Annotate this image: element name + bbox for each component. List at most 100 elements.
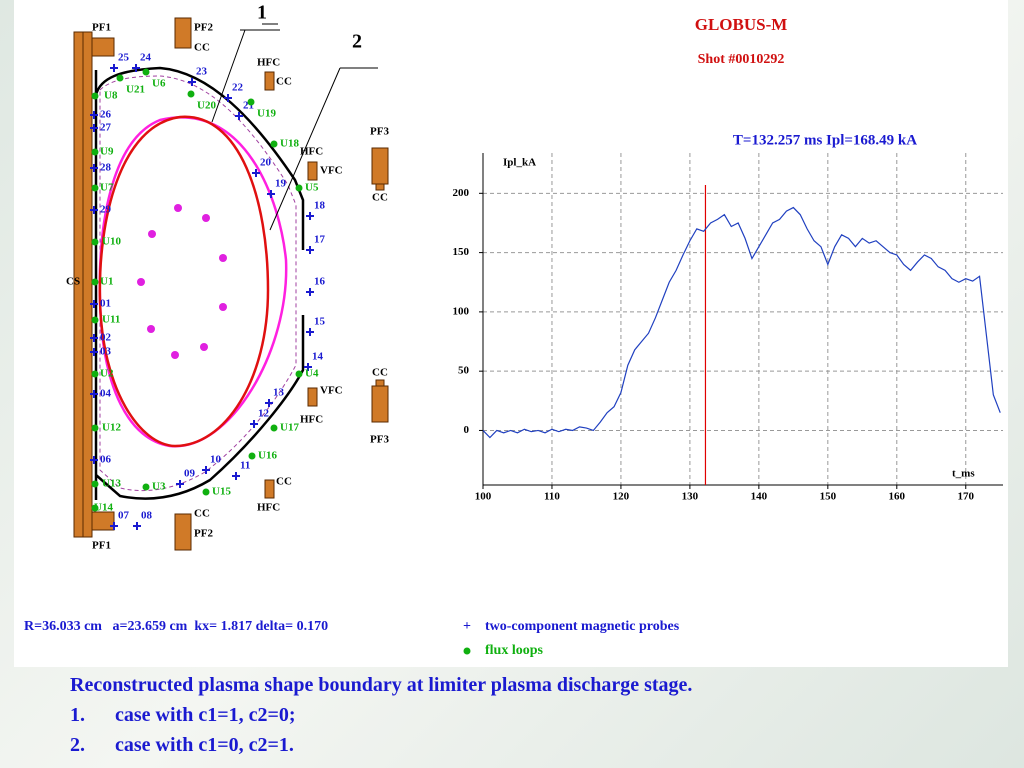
probe-label: 26 bbox=[100, 109, 112, 121]
probe-label: 23 bbox=[196, 66, 208, 78]
flux-loop-dot bbox=[116, 74, 124, 82]
legend-label: two-component magnetic probes bbox=[485, 619, 680, 634]
flux-loop-label: U10 bbox=[102, 236, 121, 248]
probe-cross bbox=[133, 522, 141, 530]
probe-cross bbox=[90, 300, 98, 308]
caption-title: Reconstructed plasma shape boundary at l… bbox=[70, 674, 693, 696]
probe-cross bbox=[235, 112, 243, 120]
legend-label: flux loops bbox=[485, 643, 544, 658]
caption-number: 2. bbox=[70, 734, 85, 756]
boundary-1 bbox=[98, 115, 270, 448]
flux-loop-label: U18 bbox=[280, 138, 299, 150]
x-tick-label: 150 bbox=[820, 491, 837, 503]
axes bbox=[482, 153, 1003, 486]
coils bbox=[73, 17, 389, 551]
flux-loop-dot bbox=[295, 184, 303, 192]
shot: Shot #0010292 bbox=[698, 52, 785, 67]
coil-label: CC bbox=[372, 192, 388, 204]
probe-label: 19 bbox=[275, 178, 287, 190]
flux-loop-label: U13 bbox=[102, 478, 121, 490]
x-axis-label: t_ms bbox=[952, 468, 975, 480]
probe-cross bbox=[250, 420, 258, 428]
x-tick-label: 170 bbox=[958, 491, 975, 503]
limiter-outline bbox=[99, 75, 297, 492]
y-axis-label: Ipl_kA bbox=[503, 157, 536, 169]
probe-cross bbox=[90, 348, 98, 356]
annotation-number: 1 bbox=[257, 2, 267, 24]
probe-cross bbox=[306, 246, 314, 254]
probe-cross bbox=[90, 164, 98, 172]
flux-loop-dot bbox=[91, 92, 99, 100]
flux-loop-label: U6 bbox=[152, 78, 166, 90]
annotation-number: 2 bbox=[352, 31, 362, 53]
probe-cross bbox=[90, 124, 98, 132]
probe-label: 16 bbox=[314, 276, 326, 288]
probe-label: 18 bbox=[314, 200, 326, 212]
coil-points bbox=[137, 204, 227, 359]
flux-loop-label: U12 bbox=[102, 422, 121, 434]
flux-loop-label: U16 bbox=[258, 450, 277, 462]
probe-label: 09 bbox=[184, 468, 196, 480]
flux-loop-dot bbox=[91, 424, 99, 432]
probe-cross bbox=[232, 472, 240, 480]
flux-loop-dot bbox=[91, 184, 99, 192]
caption-item: case with c1=1, c2=0; bbox=[115, 704, 296, 726]
x-tick-label: 140 bbox=[751, 491, 768, 503]
probe-cross bbox=[110, 522, 118, 530]
probe-cross bbox=[224, 94, 232, 102]
coil-label: CC bbox=[372, 367, 388, 379]
coil-label: HFC bbox=[257, 502, 280, 514]
data-line bbox=[482, 206, 1001, 439]
probe-label: 22 bbox=[232, 82, 244, 94]
probe-label: 01 bbox=[100, 298, 111, 310]
coil-label: PF1 bbox=[92, 22, 111, 34]
probe-cross bbox=[90, 111, 98, 119]
x-tick-label: 130 bbox=[682, 491, 699, 503]
flux-loop-dot bbox=[91, 278, 99, 286]
flux-loop-label: U1 bbox=[100, 276, 113, 288]
probe-cross bbox=[188, 78, 196, 86]
flux-loop-dot bbox=[91, 238, 99, 246]
probe-cross bbox=[132, 64, 140, 72]
y-tick-label: 200 bbox=[453, 187, 470, 199]
coil-label: VFC bbox=[320, 165, 343, 177]
flux-loop-label: U9 bbox=[100, 146, 114, 158]
probe-cross bbox=[267, 190, 275, 198]
probe-label: 27 bbox=[100, 122, 112, 134]
probe-cross bbox=[110, 64, 118, 72]
coil-label: PF2 bbox=[194, 22, 213, 34]
probe-label: 14 bbox=[312, 351, 324, 363]
coil-label: CC bbox=[276, 76, 292, 88]
coil-label: HFC bbox=[300, 414, 323, 426]
flux-loop-label: U14 bbox=[94, 502, 113, 514]
caption-number: 1. bbox=[70, 704, 85, 726]
probe-cross bbox=[265, 399, 273, 407]
y-tick-label: 100 bbox=[453, 305, 470, 317]
coil-label: HFC bbox=[257, 57, 280, 69]
probe-cross bbox=[90, 456, 98, 464]
probe-label: 07 bbox=[118, 510, 130, 522]
probe-label: 21 bbox=[243, 100, 254, 112]
probe-cross bbox=[306, 212, 314, 220]
legend-symbol: + bbox=[463, 619, 471, 634]
probe-label: 15 bbox=[314, 316, 326, 328]
flux-loop-dot bbox=[247, 98, 255, 106]
probe-label: 17 bbox=[314, 234, 326, 246]
flux-loop-label: U15 bbox=[212, 486, 231, 498]
legend-dot bbox=[463, 647, 471, 655]
probe-label: 11 bbox=[240, 460, 250, 472]
flux-loop-label: U20 bbox=[197, 100, 216, 112]
panel bbox=[14, 0, 1008, 667]
coil-label: CC bbox=[194, 508, 210, 520]
probe-cross bbox=[306, 328, 314, 336]
flux-loop-dot bbox=[91, 480, 99, 488]
annotation-leaders bbox=[211, 23, 378, 231]
flux-loop-dot bbox=[187, 90, 195, 98]
coil-label: PF3 bbox=[370, 126, 389, 138]
coil-label: CS bbox=[66, 276, 80, 288]
probe-cross bbox=[90, 390, 98, 398]
flux-loop-label: U19 bbox=[257, 108, 276, 120]
caption-item: case with c1=0, c2=1. bbox=[115, 734, 294, 756]
